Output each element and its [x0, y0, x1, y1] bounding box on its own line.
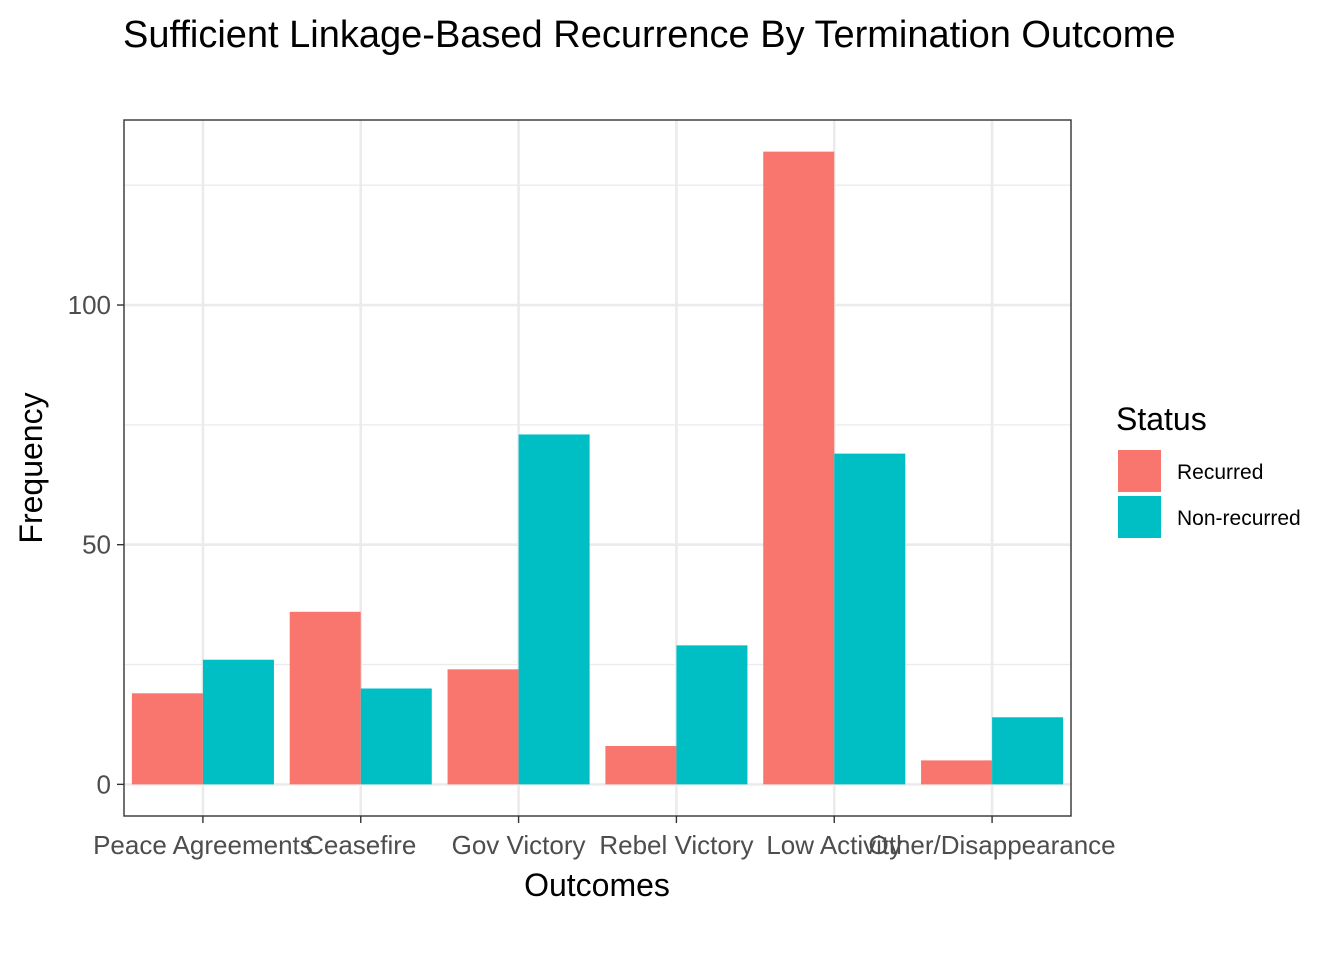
x-tick-label: Other/Disappearance — [869, 830, 1116, 860]
y-tick-label: 100 — [68, 290, 111, 320]
bar-recurred: Gov Victory — Recurred: 24 — [447, 669, 519, 785]
x-tick-label: Gov Victory — [452, 830, 586, 860]
bar-recurred: Low Activity — Recurred: 132 — [763, 151, 835, 785]
bars: Peace Agreements — Recurred: 19Peace Agr… — [131, 151, 1064, 785]
plot-panel-border — [123, 119, 1072, 817]
bar-recurred: Rebel Victory — Recurred: 8 — [605, 746, 677, 785]
legend-items: Recurred Non-recurred — [1118, 450, 1301, 538]
legend-title: Status — [1116, 401, 1207, 437]
bar-non-recurred: Peace Agreements — Non-recurred: 26 — [202, 659, 274, 785]
x-tick-label: Ceasefire — [305, 830, 416, 860]
bar-recurred: Peace Agreements — Recurred: 19 — [131, 693, 203, 785]
x-axis-title: Outcomes — [524, 867, 670, 903]
legend-swatch — [1118, 496, 1161, 538]
bar-recurred: Other/Disappearance — Recurred: 5 — [921, 760, 993, 785]
legend-label: Non-recurred — [1177, 507, 1301, 530]
bar-non-recurred: Ceasefire — Non-recurred: 20 — [360, 688, 432, 785]
legend-swatch — [1118, 450, 1161, 492]
x-tick-label: Low Activity — [766, 830, 902, 860]
bar-non-recurred: Rebel Victory — Non-recurred: 29 — [676, 645, 748, 785]
chart-title: Sufficient Linkage-Based Recurrence By T… — [123, 14, 1176, 56]
x-tick-label: Rebel Victory — [599, 830, 753, 860]
bar-non-recurred: Other/Disappearance — Non-recurred: 14 — [992, 717, 1064, 785]
bar-recurred: Ceasefire — Recurred: 36 — [289, 611, 361, 785]
y-tick-label: 0 — [97, 769, 111, 799]
x-tick-label: Peace Agreements — [93, 830, 313, 860]
bar-non-recurred: Low Activity — Non-recurred: 69 — [834, 453, 906, 785]
y-tick-label: 50 — [82, 530, 111, 560]
legend: Status Recurred Non-recurred — [1116, 401, 1301, 538]
bar-non-recurred: Gov Victory — Non-recurred: 73 — [518, 434, 590, 785]
y-axis-title: Frequency — [13, 392, 49, 543]
legend-label: Recurred — [1177, 461, 1263, 484]
